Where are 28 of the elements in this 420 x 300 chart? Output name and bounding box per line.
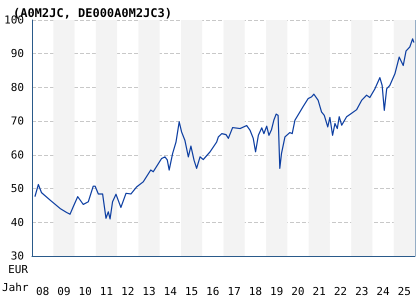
x-tick-label: 25 [398,285,411,298]
y-tick-label: 80 [10,80,24,94]
x-tick-label: 11 [100,285,114,298]
x-tick-label: 10 [78,285,92,298]
x-tick-label: 13 [142,285,156,298]
x-tick-label: 08 [36,285,50,298]
x-tick-label: 19 [270,285,284,298]
x-tick-label: 21 [312,285,326,298]
x-tick-label: 24 [376,285,390,298]
y-tick-label: 40 [10,216,24,229]
y-tick-label: 50 [10,182,24,196]
x-tick-label: 12 [121,285,134,298]
x-tick-label: 23 [355,285,368,298]
x-tick-label: 14 [164,285,178,298]
y-tick-label: 60 [10,148,24,162]
x-axis-title: Jahr [2,281,29,294]
x-tick-label: 20 [291,285,305,298]
y-axis-title: EUR [8,263,28,276]
x-tick-label: 16 [206,285,220,298]
x-tick-label: 15 [184,285,198,298]
line-series [34,38,414,220]
y-tick-label: 90 [10,47,24,60]
y-tick-label: 70 [10,114,24,128]
x-tick-label: 09 [57,285,70,298]
y-tick-label: 30 [10,250,24,262]
x-tick-label: 17 [227,285,241,298]
x-tick-label: 18 [248,285,262,298]
x-tick-label: 22 [334,285,348,298]
